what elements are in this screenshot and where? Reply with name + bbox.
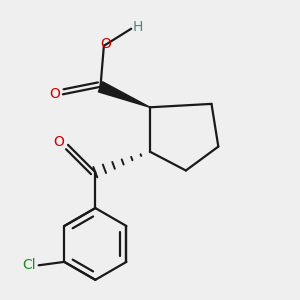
Text: O: O [53,135,64,149]
Text: O: O [100,37,111,51]
Text: O: O [49,87,60,101]
Polygon shape [98,82,150,107]
Text: Cl: Cl [22,258,36,272]
Text: H: H [132,20,142,34]
